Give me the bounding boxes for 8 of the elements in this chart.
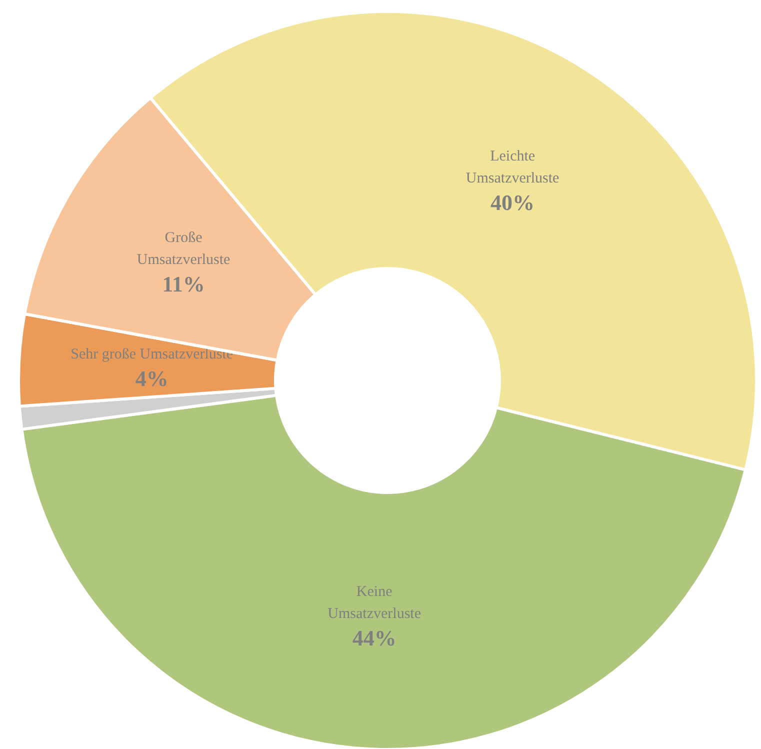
slice-label: Sehr große Umsatzverluste <box>70 346 234 362</box>
data-label: 40% <box>490 190 535 215</box>
slice-label: Große Umsatzverluste <box>136 230 231 268</box>
slice-label: Leichte Umsatzverluste <box>466 148 560 186</box>
slice-label: Keine Umsatzverluste <box>328 584 422 622</box>
data-label: 44% <box>352 626 396 651</box>
data-label: 4% <box>135 366 168 391</box>
data-label: 11% <box>162 271 205 296</box>
